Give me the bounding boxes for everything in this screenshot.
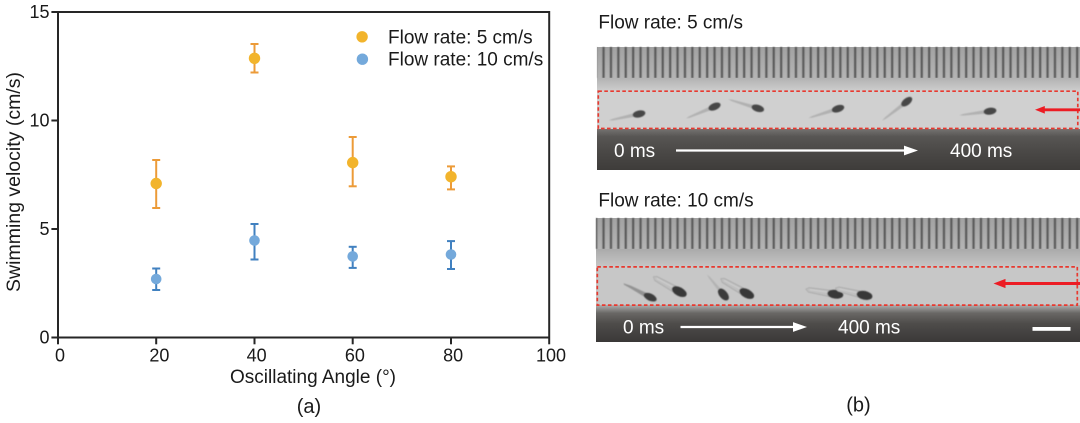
svg-text:(a): (a) (297, 396, 321, 418)
svg-text:10: 10 (29, 111, 49, 131)
svg-text:40: 40 (247, 346, 267, 366)
svg-text:15: 15 (29, 2, 49, 22)
svg-text:Oscillating Angle (°): Oscillating Angle (°) (230, 367, 396, 388)
svg-text:Flow rate: 5 cm/s: Flow rate: 5 cm/s (598, 13, 743, 34)
svg-text:0 ms: 0 ms (614, 141, 655, 162)
svg-text:Flow rate: 10 cm/s: Flow rate: 10 cm/s (388, 50, 543, 71)
svg-text:400 ms: 400 ms (838, 318, 900, 339)
svg-text:60: 60 (345, 346, 365, 366)
svg-text:5: 5 (39, 219, 49, 239)
svg-text:(b): (b) (846, 395, 870, 417)
svg-text:80: 80 (443, 346, 463, 366)
svg-text:20: 20 (149, 346, 169, 366)
svg-text:Flow rate: 10 cm/s: Flow rate: 10 cm/s (598, 191, 753, 212)
svg-text:100: 100 (536, 346, 566, 366)
svg-text:0 ms: 0 ms (623, 318, 664, 339)
svg-text:Swimming velocity (cm/s): Swimming velocity (cm/s) (3, 72, 25, 292)
svg-text:0: 0 (39, 328, 49, 348)
svg-text:400 ms: 400 ms (950, 141, 1012, 162)
svg-text:0: 0 (55, 346, 65, 366)
svg-text:Flow rate: 5 cm/s: Flow rate: 5 cm/s (388, 27, 533, 48)
